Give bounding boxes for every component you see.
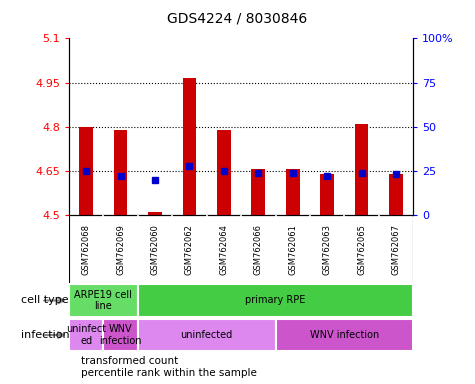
Text: WNV
infection: WNV infection [99, 324, 142, 346]
Text: GSM762066: GSM762066 [254, 224, 263, 275]
Text: uninfected: uninfected [180, 330, 233, 340]
Text: GSM762065: GSM762065 [357, 224, 366, 275]
Text: infection: infection [21, 330, 70, 340]
Bar [182, 78, 196, 215]
Bar [251, 169, 265, 215]
Text: GSM762067: GSM762067 [391, 224, 400, 275]
Text: GSM762064: GSM762064 [219, 224, 228, 275]
Bar [217, 130, 231, 215]
Bar [138, 319, 276, 351]
Bar [138, 284, 413, 317]
Text: GSM762063: GSM762063 [323, 224, 332, 275]
Bar [389, 174, 403, 215]
Bar [148, 212, 162, 215]
Bar [114, 130, 127, 215]
Text: cell type: cell type [21, 295, 69, 306]
Bar [320, 174, 334, 215]
Text: GSM762068: GSM762068 [82, 224, 91, 275]
Text: GSM762060: GSM762060 [151, 224, 160, 275]
Bar [104, 319, 138, 351]
Bar [355, 124, 369, 215]
Text: WNV infection: WNV infection [310, 330, 379, 340]
Bar [69, 319, 104, 351]
Text: ARPE19 cell
line: ARPE19 cell line [75, 290, 132, 311]
Bar [69, 284, 138, 317]
Text: percentile rank within the sample: percentile rank within the sample [81, 368, 256, 378]
Text: GSM762062: GSM762062 [185, 224, 194, 275]
Bar [276, 319, 413, 351]
Text: primary RPE: primary RPE [245, 295, 306, 306]
Text: GDS4224 / 8030846: GDS4224 / 8030846 [167, 12, 308, 25]
Text: GSM762069: GSM762069 [116, 224, 125, 275]
Bar [79, 127, 93, 215]
Text: uninfect
ed: uninfect ed [66, 324, 106, 346]
Text: GSM762061: GSM762061 [288, 224, 297, 275]
Text: transformed count: transformed count [81, 356, 178, 366]
Bar [286, 169, 300, 215]
